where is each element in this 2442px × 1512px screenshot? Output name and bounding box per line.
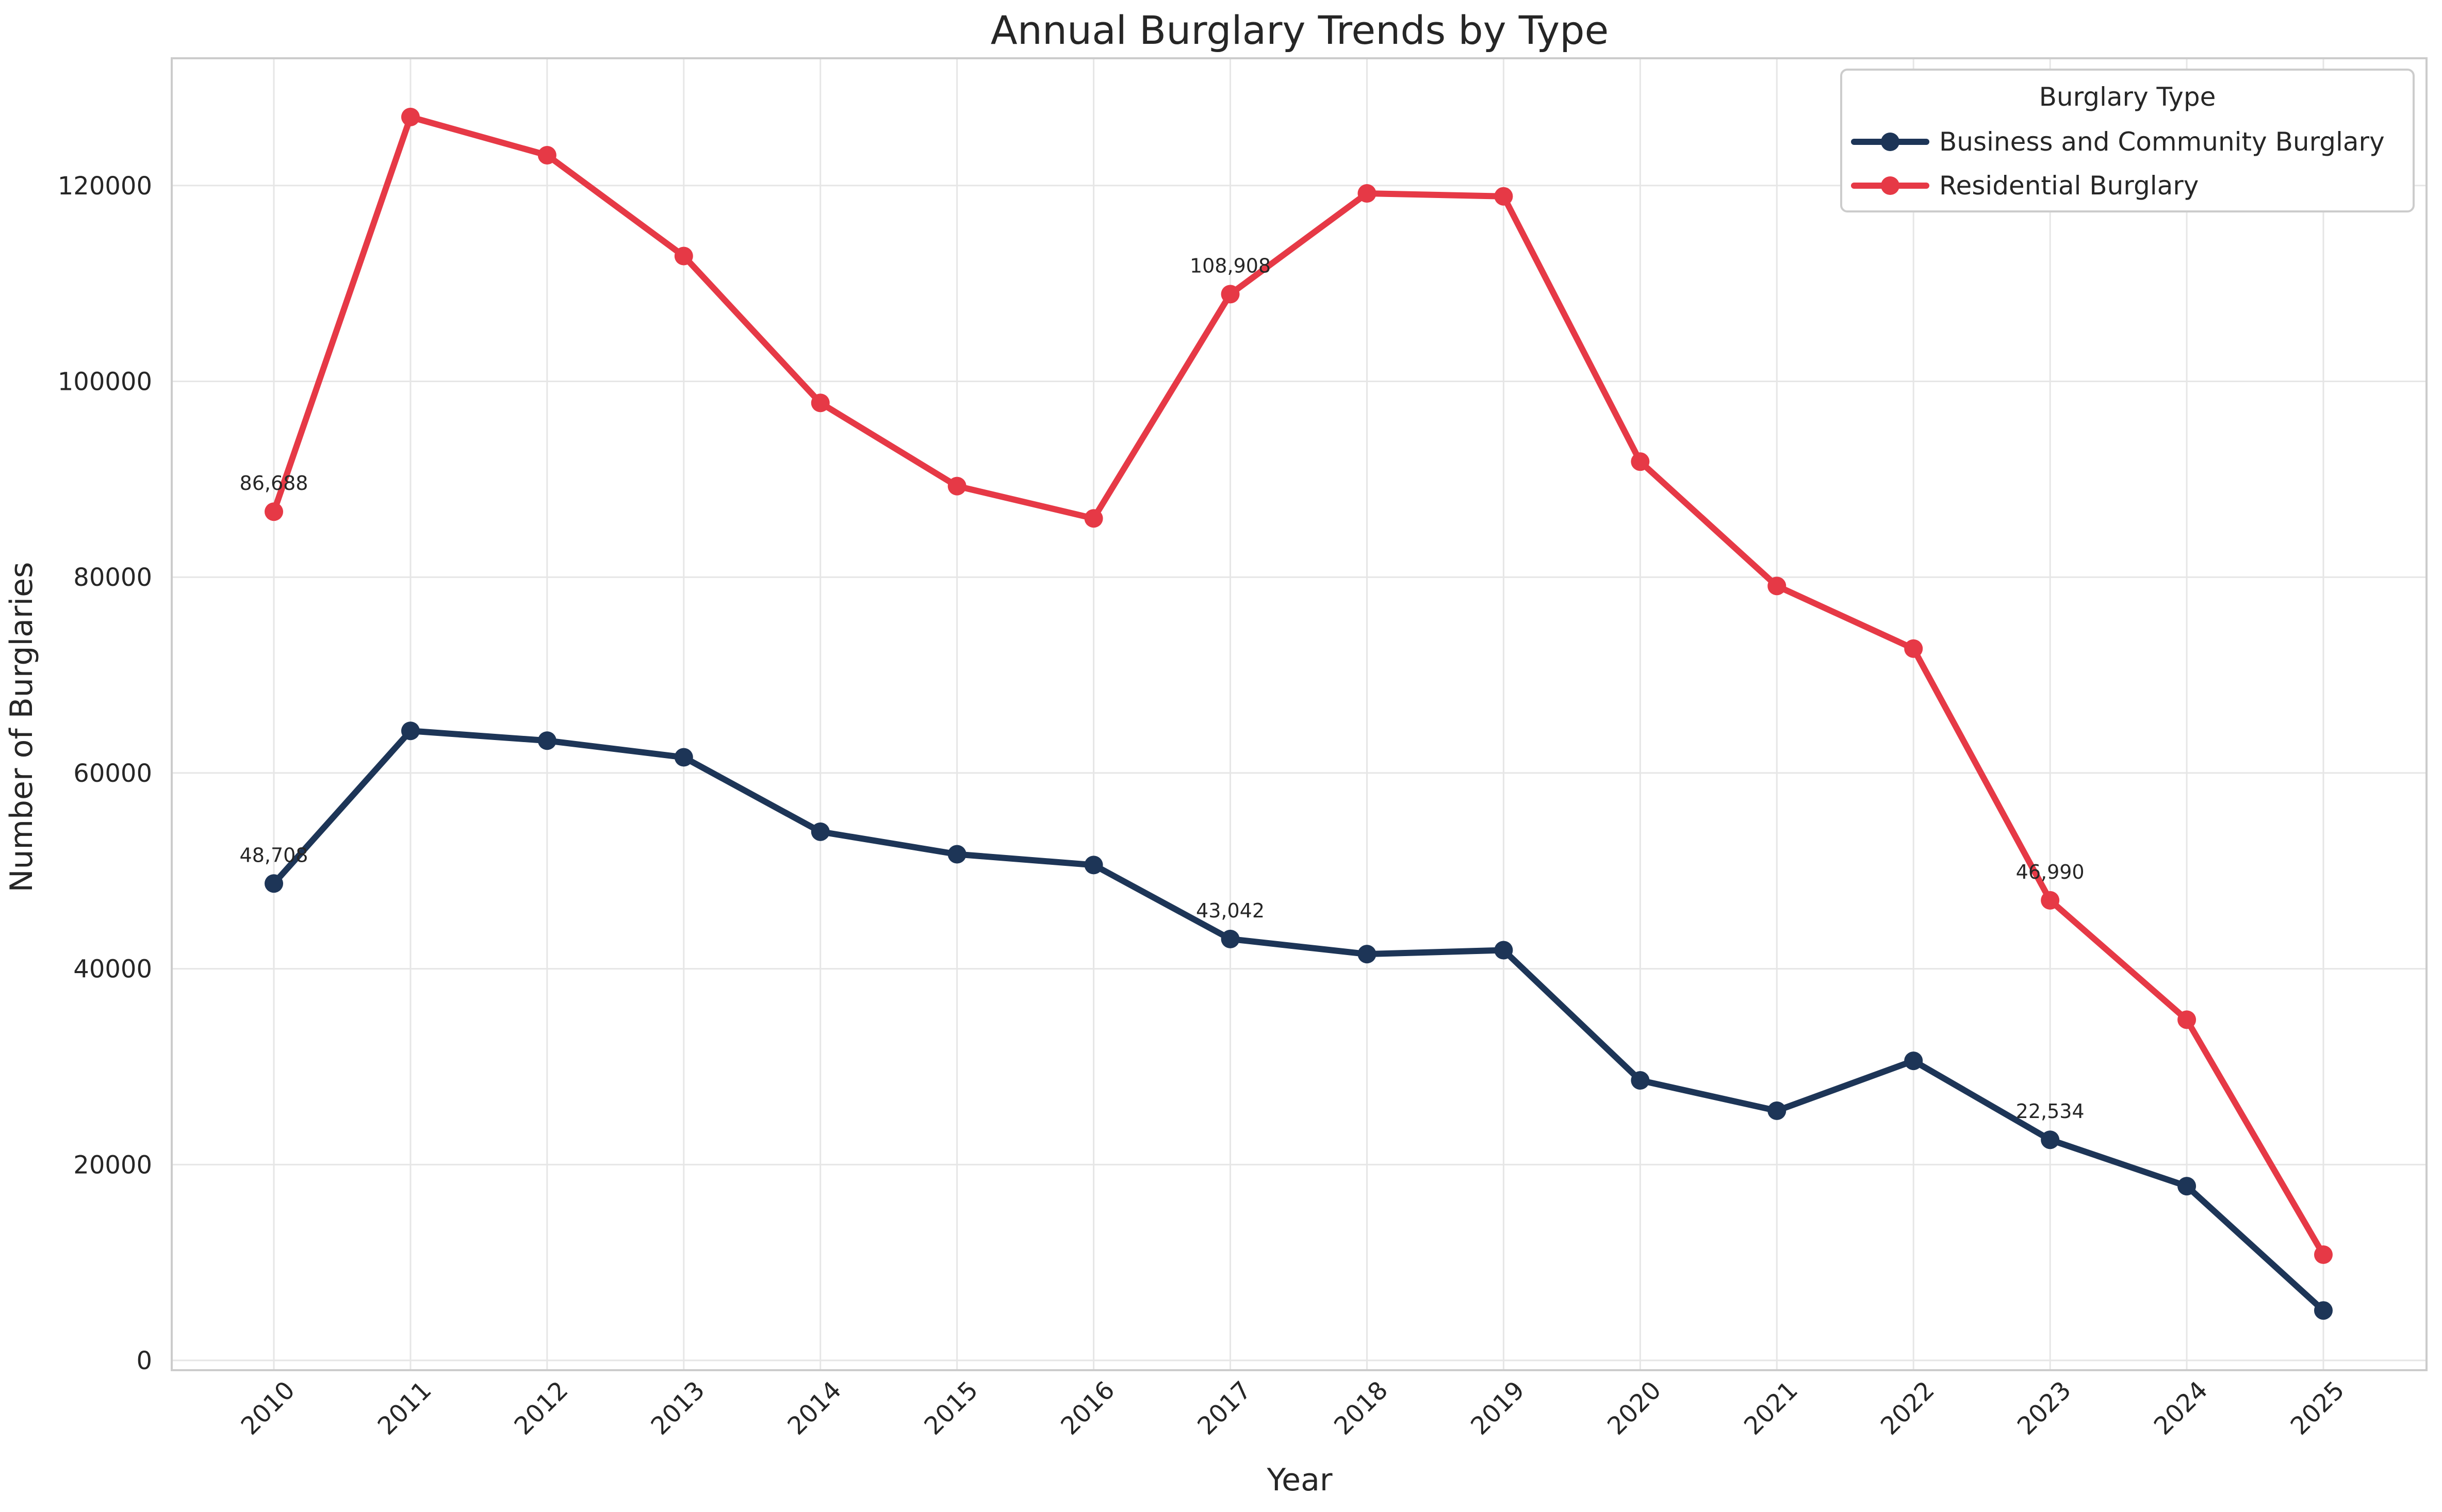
data-point [811, 822, 830, 841]
data-point [947, 845, 966, 864]
data-point [2177, 1177, 2197, 1196]
legend-label: Business and Community Burglary [1939, 127, 2385, 157]
y-tick-label: 80000 [73, 563, 152, 592]
y-tick-label: 0 [136, 1346, 152, 1375]
data-point [1494, 187, 1513, 206]
data-point [265, 874, 283, 893]
data-point [1904, 639, 1923, 658]
data-point [401, 107, 420, 126]
data-point [1221, 285, 1240, 304]
data-point [2041, 1130, 2060, 1149]
data-point [537, 145, 556, 165]
y-tick-label: 20000 [73, 1151, 152, 1179]
annotations: 48,708 43,042 22,534 86,688 108,908 46,990 [240, 254, 2085, 1123]
y-axis-label: Number of Burglaries [4, 562, 40, 893]
data-point [1084, 509, 1103, 528]
series-line-1 [271, 113, 2326, 1258]
data-label: 43,042 [1196, 899, 1265, 922]
data-point [1767, 1101, 1787, 1120]
x-axis-label: Year [1266, 1462, 1332, 1498]
y-tick-label: 40000 [73, 955, 152, 984]
legend-frame [1840, 69, 2415, 212]
data-point [1767, 577, 1787, 596]
data-point [947, 476, 966, 496]
series-line-0 [271, 728, 2326, 1314]
data-point [1357, 945, 1376, 964]
data-point [1221, 929, 1240, 948]
data-point [1357, 184, 1376, 203]
data-point [401, 721, 420, 741]
data-point [265, 502, 283, 521]
grid [172, 58, 2427, 1370]
data-point [1084, 856, 1103, 875]
legend-swatch-marker [1881, 133, 1899, 151]
legend-swatch-marker [1881, 176, 1899, 195]
data-point [674, 246, 693, 266]
data-point [811, 393, 830, 413]
legend-label: Residential Burglary [1939, 171, 2199, 201]
y-tick-label: 60000 [73, 759, 152, 788]
data-point [2314, 1245, 2333, 1264]
data-label: 86,688 [240, 472, 308, 495]
plot-frame [171, 57, 2428, 1371]
data-point [537, 731, 556, 750]
data-point [1631, 452, 1650, 471]
data-point [2041, 891, 2060, 910]
y-tick-label: 100000 [58, 368, 152, 397]
data-point [2314, 1301, 2333, 1320]
data-label: 48,708 [240, 844, 308, 866]
data-point [1494, 941, 1513, 960]
legend: Burglary Type Business and Community Bur… [1840, 69, 2415, 212]
legend-title: Burglary Type [2039, 82, 2216, 112]
data-label: 46,990 [2016, 861, 2085, 883]
series [265, 107, 2333, 1320]
y-tick-label: 120000 [58, 172, 152, 201]
data-label: 108,908 [1190, 254, 1271, 277]
data-point [1904, 1051, 1923, 1071]
data-point [674, 748, 693, 767]
data-point [1631, 1071, 1650, 1090]
chart-title: Annual Burglary Trends by Type [991, 7, 1609, 53]
data-point [2177, 1010, 2197, 1029]
data-label: 22,534 [2016, 1100, 2085, 1123]
